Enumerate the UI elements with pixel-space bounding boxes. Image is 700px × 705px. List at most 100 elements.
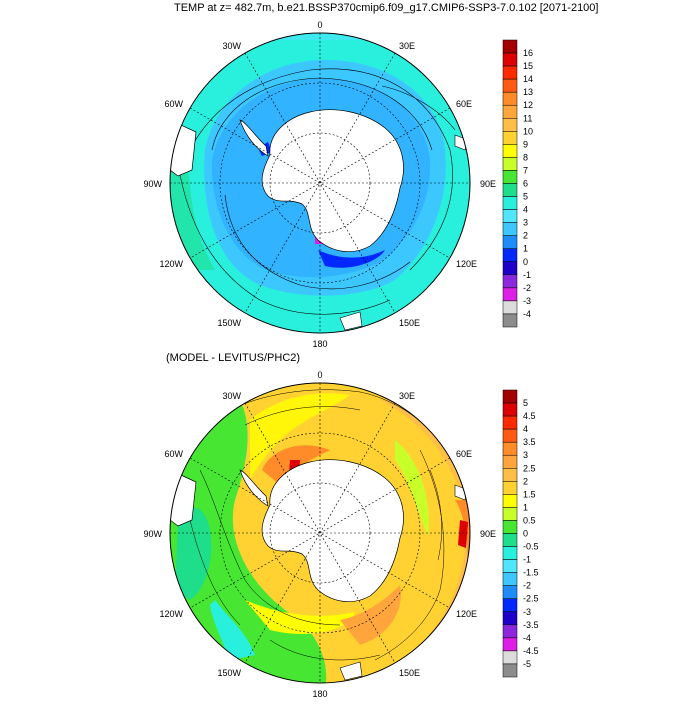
bottom-colorbar-label-20: -5: [523, 659, 531, 669]
bottom-label-120e: 120E: [456, 609, 477, 619]
bottom-colorbar-swatch-2: [502, 415, 518, 430]
bottom-colorbar-label-17: -3.5: [523, 620, 539, 630]
bottom-colorbar-swatch-16: [502, 598, 518, 613]
top-colorbar-label-11: 5: [523, 192, 528, 202]
bottom-colorbar-swatch-14: [502, 572, 518, 586]
top-colorbar-swatch-18: [502, 274, 518, 289]
bottom-colorbar-label-0: 5: [523, 398, 528, 408]
bottom-label-180: 180: [312, 689, 327, 699]
bottom-colorbar-swatch-5: [502, 454, 518, 469]
top-colorbar-swatch-12: [502, 196, 518, 210]
bottom-anomaly-field: [170, 383, 470, 683]
top-label-30w: 30W: [222, 41, 241, 51]
top-colorbar-swatch-20: [502, 300, 518, 315]
bottom-colorbar-swatch-13: [502, 559, 518, 573]
top-colorbar-label-17: -1: [523, 270, 531, 280]
top-colorbar-label-9: 7: [523, 165, 528, 175]
top-colorbar-label-20: -4: [523, 309, 531, 319]
bottom-label-90e: 90E: [480, 529, 496, 539]
bottom-colorbar-swatch-6: [502, 468, 518, 482]
top-colorbar-label-16: 0: [523, 257, 528, 267]
top-colorbar-label-18: -2: [523, 283, 531, 293]
top-colorbar-label-2: 14: [523, 74, 533, 84]
bottom-colorbar-label-7: 1.5: [523, 489, 536, 499]
bottom-colorbar-label-16: -3: [523, 607, 531, 617]
bottom-label-30e: 30E: [399, 391, 415, 401]
top-colorbar-label-12: 4: [523, 205, 528, 215]
top-colorbar-swatch-11: [502, 183, 518, 197]
bottom-colorbar-label-18: -4: [523, 633, 531, 643]
bottom-colorbar-swatch-21: [502, 663, 518, 678]
top-label-90w: 90W: [143, 179, 162, 189]
top-colorbar-label-0: 16: [523, 48, 533, 58]
bottom-map-outline: [169, 382, 471, 684]
bottom-label-90w: 90W: [143, 529, 162, 539]
bottom-colorbar-swatch-0: [502, 389, 518, 404]
bottom-colorbar-swatch-3: [502, 428, 518, 443]
top-graticule: [170, 33, 470, 333]
top-label-180: 180: [312, 339, 327, 349]
top-colorbar-swatch-19: [502, 287, 518, 302]
top-label-30e: 30E: [399, 41, 415, 51]
bottom-label-150w: 150W: [217, 668, 241, 678]
top-label-60w: 60W: [164, 99, 183, 109]
bottom-colorbar-swatch-9: [502, 507, 518, 521]
bottom-colorbar-label-15: -2.5: [523, 594, 539, 604]
bottom-colorbar-label-13: -1.5: [523, 568, 539, 578]
bottom-label-150e: 150E: [399, 668, 420, 678]
bottom-colorbar-swatch-4: [502, 441, 518, 456]
top-colorbar-label-8: 8: [523, 152, 528, 162]
bottom-colorbar-label-12: -1: [523, 555, 531, 565]
bottom-colorbar-swatch-1: [502, 402, 518, 417]
top-colorbar-label-15: 1: [523, 244, 528, 254]
top-label-90e: 90E: [480, 179, 496, 189]
top-label-120w: 120W: [159, 259, 183, 269]
bottom-label-60w: 60W: [164, 449, 183, 459]
bottom-colorbar-swatch-10: [502, 520, 518, 534]
top-colorbar-swatch-16: [502, 248, 518, 263]
bottom-colorbar-swatch-12: [502, 546, 518, 560]
top-colorbar-swatch-2: [502, 65, 518, 80]
top-colorbar-swatch-9: [502, 157, 518, 171]
bottom-colorbar-swatch-18: [502, 624, 518, 639]
bottom-panel-title: (MODEL - LEVITUS/PHC2): [166, 352, 301, 364]
top-colorbar-label-14: 2: [523, 231, 528, 241]
top-colorbar-swatch-21: [502, 313, 518, 328]
top-panel-title: TEMP at z= 482.7m, b.e21.BSSP370cmip6.f0…: [174, 2, 599, 14]
bottom-colorbar-label-19: -4.5: [523, 646, 539, 656]
top-colorbar-swatch-13: [502, 209, 518, 223]
bottom-colorbar-label-4: 3: [523, 450, 528, 460]
bottom-colorbar-label-5: 2.5: [523, 463, 536, 473]
top-lon-labels: 0 30E 60E 90E 120E 150E 180 150W 120W 90…: [143, 20, 496, 349]
top-colorbar-label-4: 12: [523, 100, 533, 110]
top-label-120e: 120E: [456, 259, 477, 269]
bottom-label-120w: 120W: [159, 609, 183, 619]
top-colorbar-label-13: 3: [523, 218, 528, 228]
bottom-colorbar-label-6: 2: [523, 476, 528, 486]
bottom-colorbar-label-2: 4: [523, 424, 528, 434]
bottom-polar-map: 0 30E 60E 90E 120E 150E 180 150W 120W 90…: [143, 370, 496, 699]
bottom-colorbar-label-11: -0.5: [523, 542, 539, 552]
bottom-colorbar-swatch-15: [502, 585, 518, 599]
bottom-contours: [189, 389, 461, 661]
bottom-label-60e: 60E: [456, 449, 472, 459]
bottom-label-0: 0: [317, 370, 322, 380]
top-colorbar-label-7: 9: [523, 139, 528, 149]
top-colorbar-label-3: 13: [523, 87, 533, 97]
top-colorbar-swatch-1: [502, 52, 518, 67]
bottom-colorbar-label-10: 0: [523, 529, 528, 539]
bottom-colorbar-swatch-17: [502, 611, 518, 626]
top-colorbar-label-5: 11: [523, 113, 532, 123]
bottom-graticule: [170, 383, 470, 683]
bottom-colorbar-swatch-19: [502, 637, 518, 652]
top-colorbar-swatch-5: [502, 104, 518, 119]
bottom-colorbar-label-8: 1: [523, 502, 528, 512]
bottom-colorbar-swatch-11: [502, 533, 518, 547]
top-colorbar-swatch-4: [502, 91, 518, 106]
top-label-150w: 150W: [217, 318, 241, 328]
bottom-colorbar-swatch-20: [502, 650, 518, 665]
bottom-colorbar-label-1: 4.5: [523, 411, 536, 421]
bottom-label-30w: 30W: [222, 391, 241, 401]
